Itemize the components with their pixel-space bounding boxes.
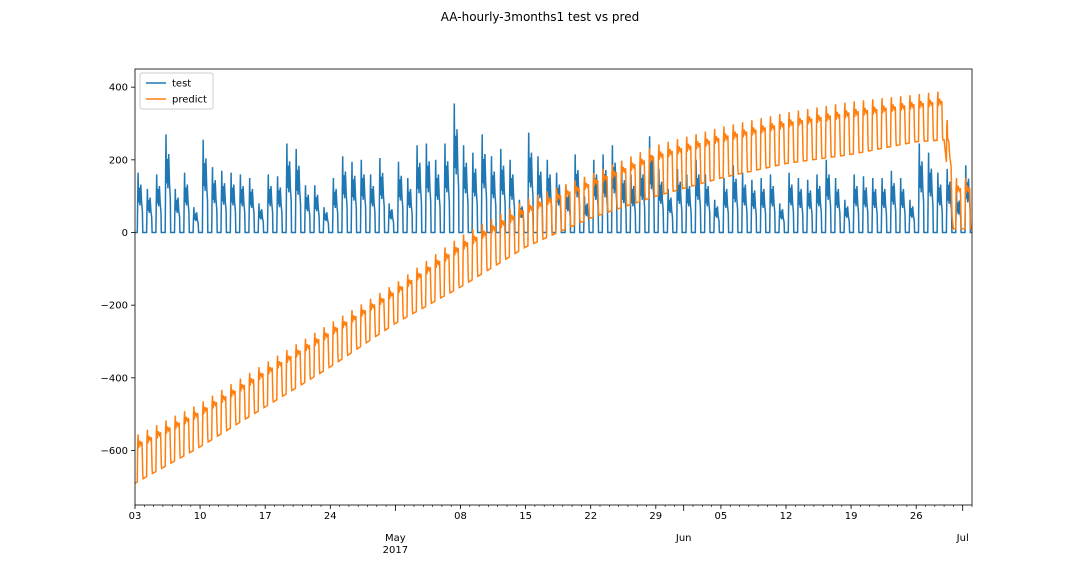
plot-frame	[134, 68, 973, 506]
x-tick-label: 05	[715, 511, 728, 522]
x-tick-label: 10	[194, 511, 207, 522]
x-tick-label: 22	[584, 511, 597, 522]
series-line-predict	[135, 91, 972, 484]
x-tick-label: May	[385, 533, 406, 544]
x-tick-label: Jul	[956, 533, 969, 544]
x-tick-label: 08	[454, 511, 467, 522]
x-tick-label: 17	[259, 511, 272, 522]
legend-label-test: test	[172, 79, 191, 90]
x-tick-label: 26	[910, 511, 923, 522]
y-tick-label: 200	[109, 155, 128, 166]
x-tick-label: 15	[519, 511, 532, 522]
x-tick-label: 03	[129, 511, 142, 522]
x-tick-label: 12	[780, 511, 793, 522]
x-tick-label: 19	[845, 511, 858, 522]
y-tick-label: 0	[122, 228, 128, 239]
y-tick-label: −200	[101, 301, 128, 312]
y-tick-label: −400	[101, 373, 128, 384]
legend: test predict	[139, 72, 214, 110]
x-tick-label: 29	[649, 511, 662, 522]
x-tick-label: Jun	[675, 533, 692, 544]
legend-label-predict: predict	[172, 95, 207, 106]
series-layer	[135, 91, 972, 484]
legend-box	[139, 72, 214, 110]
chart-title: AA-hourly-3months1 test vs pred	[441, 10, 639, 24]
x-tick-label: 2017	[383, 545, 408, 556]
y-tick-label: 400	[109, 83, 128, 94]
y-tick-label: −600	[101, 446, 128, 457]
x-tick-label: 24	[324, 511, 337, 522]
